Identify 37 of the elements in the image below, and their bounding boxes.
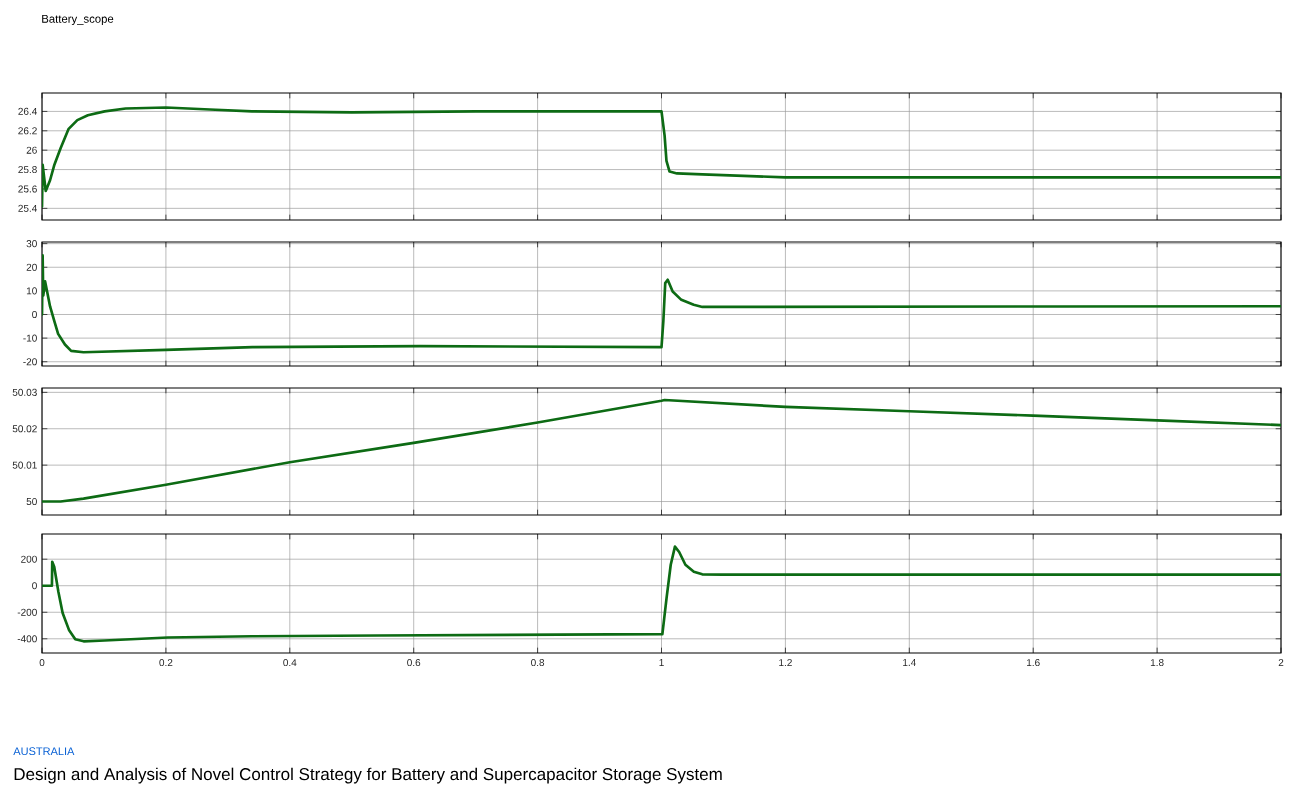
y-tick-label: 25.8 [18, 166, 37, 174]
y-tick-label: -10 [23, 334, 37, 342]
text: Design and Analysis of Novel Control Strategy for Battery and Supercapacitor Storage System [14, 767, 722, 784]
y-tick-label: 26.4 [18, 107, 38, 115]
y-tick-label: 0 [32, 582, 37, 590]
x-tick-label: 1.8 [1150, 659, 1164, 667]
x-tick-label: 1.6 [1027, 659, 1040, 667]
y-tick-label: 26 [26, 146, 37, 154]
line-series [42, 254, 1282, 354]
x-tick-label: 2 [1278, 659, 1284, 667]
x-tick-label: 0.2 [159, 659, 173, 667]
y-tick-label: 200 [21, 555, 37, 563]
line-series [42, 398, 1282, 503]
y-tick-label: 26.2 [18, 127, 37, 135]
y-tick-label: 10 [26, 287, 37, 295]
x-tick-label: 0.6 [407, 659, 421, 667]
y-tick-label: 50.01 [12, 461, 37, 469]
chart-title: Battery_scope [42, 14, 114, 26]
y-tick-label: 50.02 [12, 425, 37, 433]
y-tick-label: -20 [23, 358, 37, 366]
x-tick-label: 0.4 [283, 659, 297, 667]
x-tick-label: 1 [659, 659, 664, 666]
y-tick-label: 30 [26, 240, 37, 248]
y-tick-label: 0 [32, 310, 37, 319]
x-tick-label: 1.4 [903, 659, 916, 666]
x-tick-label: 0 [39, 659, 45, 667]
x-tick-label: 0.8 [531, 659, 545, 667]
y-tick-label: 25.4 [18, 204, 38, 212]
y-tick-label: 50 [26, 497, 37, 506]
line-series [42, 545, 1282, 643]
y-tick-label: 50.03 [12, 388, 37, 396]
x-tick-label: 1.2 [779, 659, 792, 667]
y-tick-label: 25.6 [18, 185, 37, 193]
text: AUSTRALIA [13, 747, 75, 756]
y-tick-label: 20 [26, 263, 37, 271]
y-tick-label: -400 [17, 635, 37, 643]
y-tick-label: -200 [17, 608, 37, 616]
